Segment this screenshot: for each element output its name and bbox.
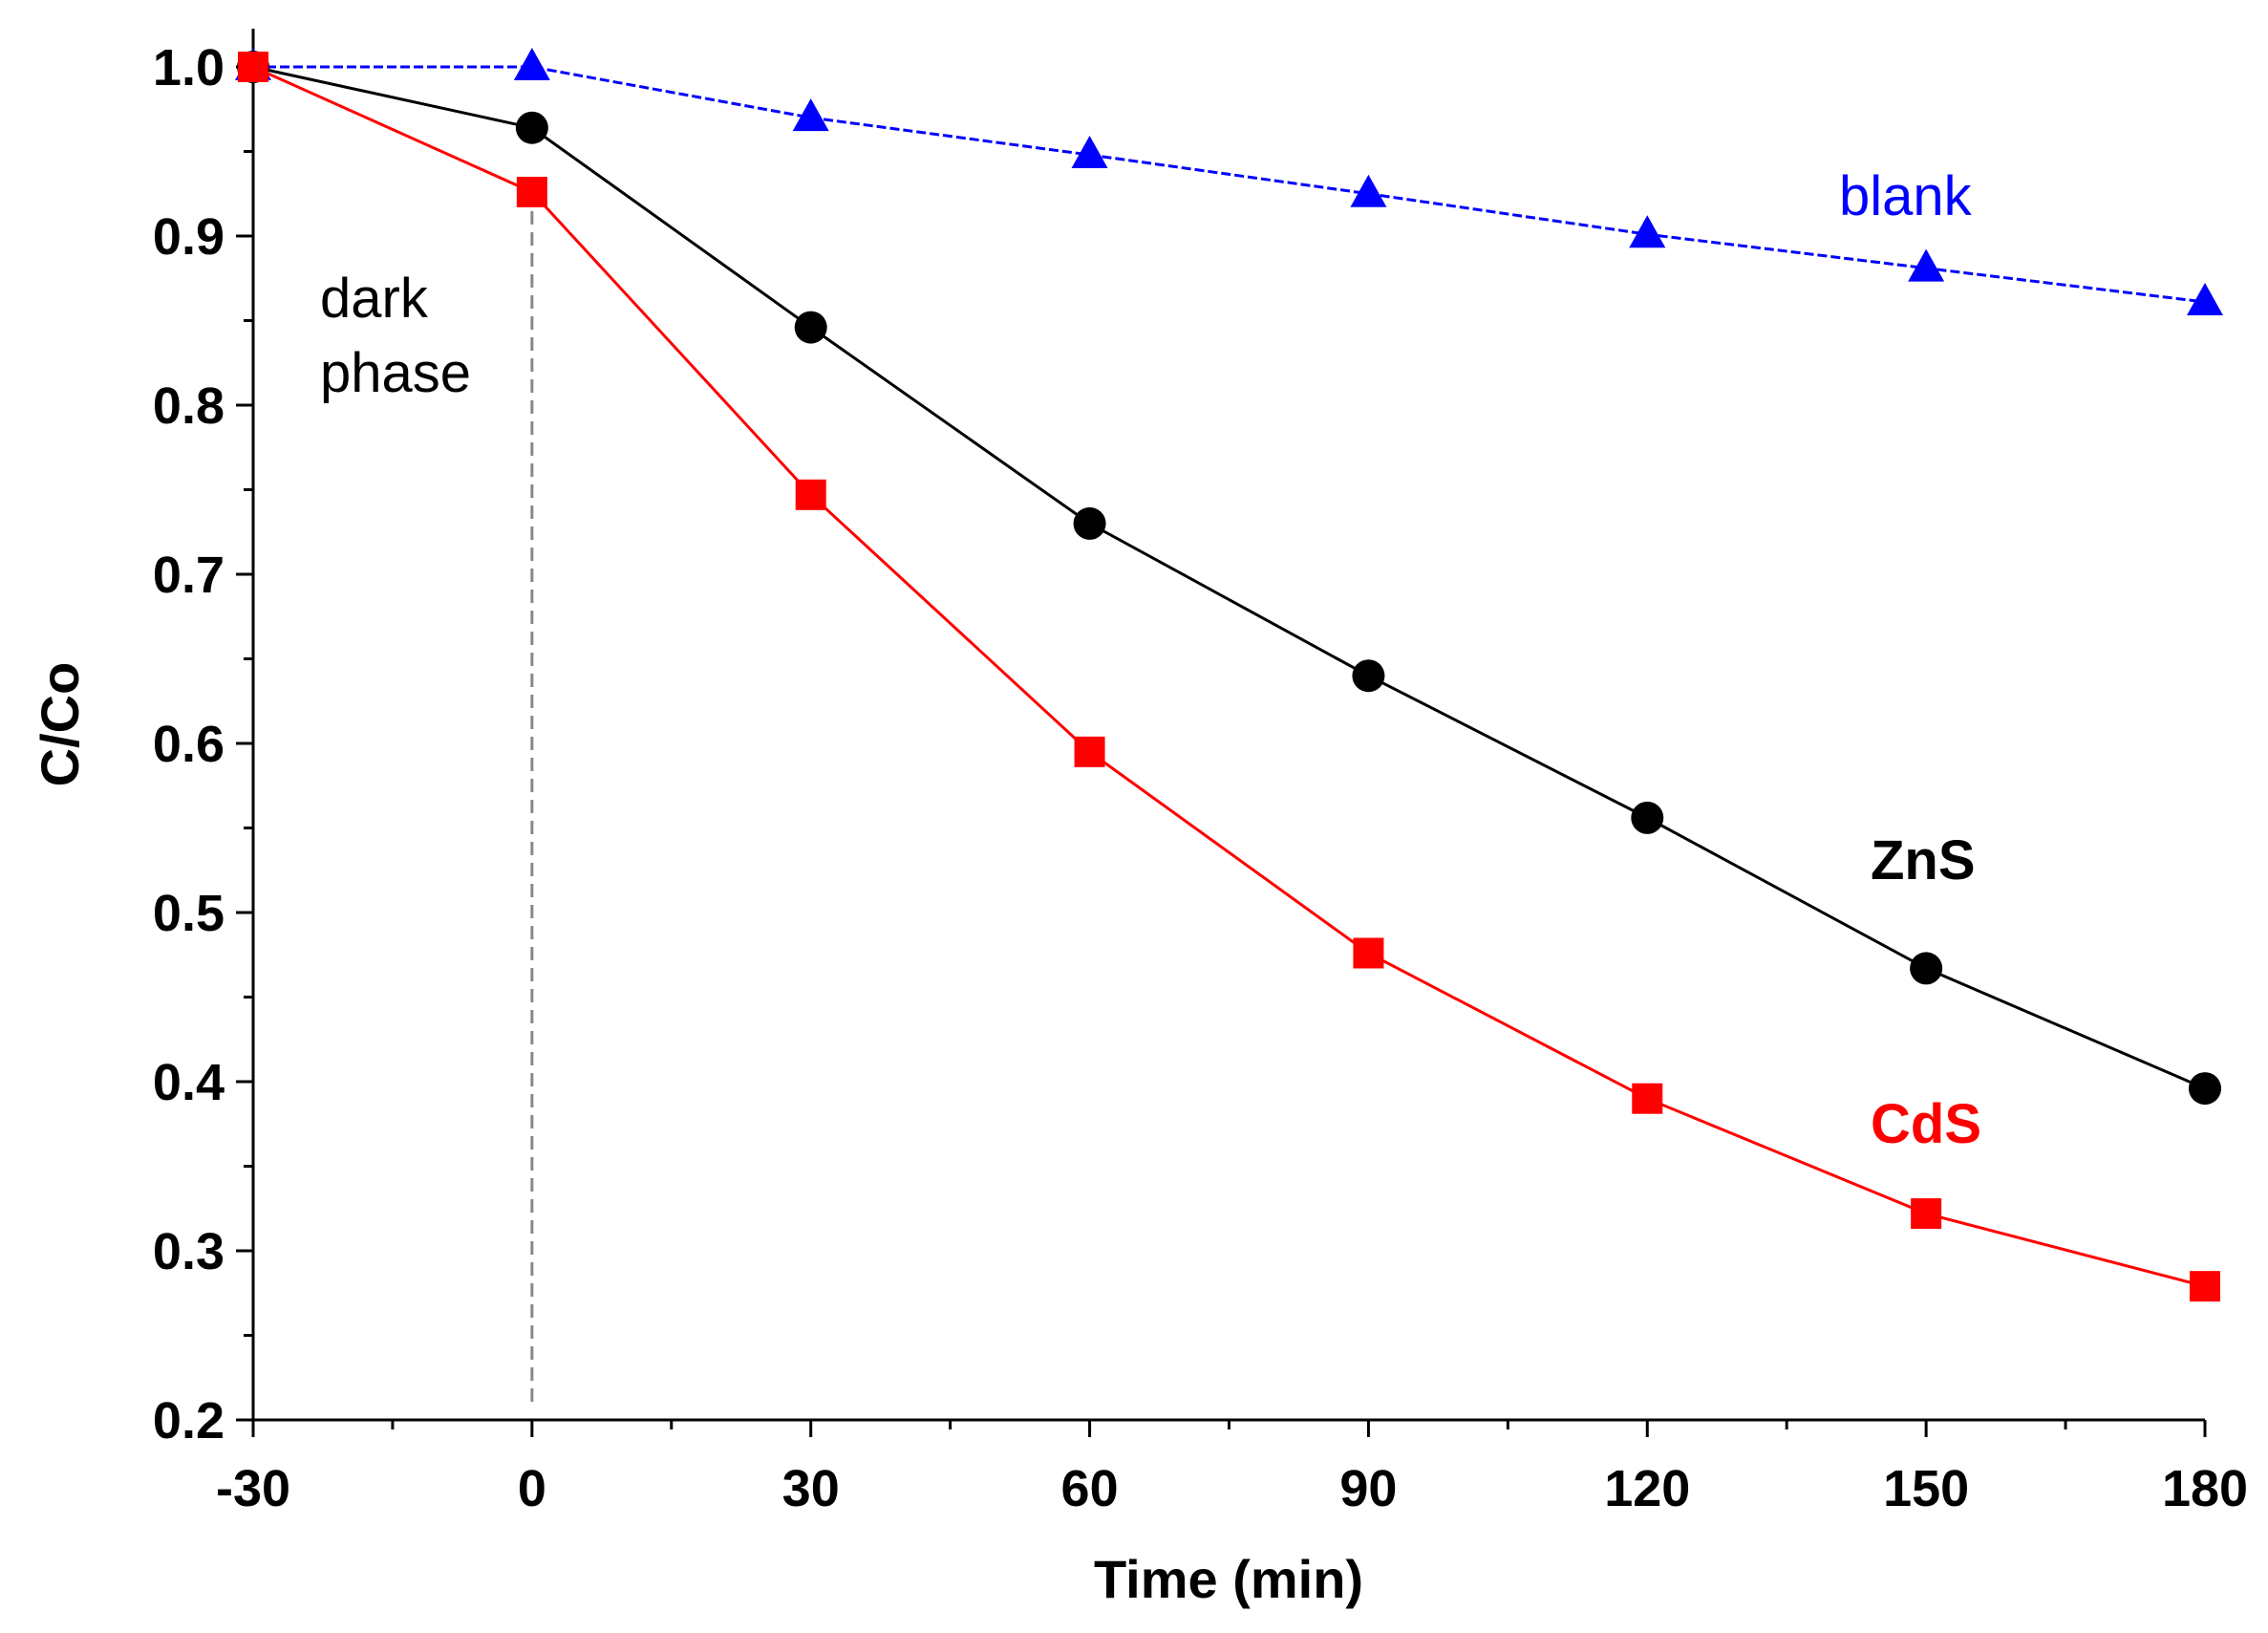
data-point-blank [513,48,550,80]
data-point-blank [2187,283,2223,316]
data-point-zns [1631,801,1664,834]
series-line-cds [252,65,2206,1288]
data-point-zns [794,311,827,344]
data-point-zns [1073,506,1106,540]
data-point-blank [792,98,829,132]
series-lines [252,65,2206,1288]
y-tick-label: 0.8 [153,377,225,435]
x-tick-label: 60 [1061,1460,1119,1517]
dark-phase-label-line2: phase [320,342,471,404]
zns-series-label: ZnS [1871,829,1976,892]
y-tick-label: 0.9 [153,208,225,266]
series-markers [235,48,2223,1302]
blank-series-label: blank [1839,165,1973,227]
tick-labels: -30 0 30 60 90 120 150 180 0.2 0.3 0.4 0.5 0.6 0.7 0.8… [153,39,2248,1517]
y-tick-label: 0.3 [153,1223,225,1280]
data-point-zns [515,111,548,144]
dark-phase-label-line1: dark [320,268,429,330]
data-point-zns [1910,952,1943,985]
x-tick-label: 0 [518,1460,546,1517]
y-tick-label: 0.7 [153,547,225,604]
data-point-zns [1352,659,1385,693]
data-point-cds [1632,1083,1663,1114]
y-axis-title: C/Co [30,662,90,787]
x-tick-label: 120 [1604,1460,1690,1517]
data-point-cds [795,479,826,510]
ticks [236,65,2207,1437]
data-point-cds [1911,1198,1942,1230]
x-tick-label: 180 [2162,1460,2248,1517]
x-tick-label: 90 [1339,1460,1397,1517]
y-tick-label: 0.2 [153,1392,225,1450]
x-axis-title: Time (min) [1094,1549,1363,1609]
data-point-blank [1629,215,1666,248]
data-point-zns [2189,1072,2221,1106]
data-point-blank [1350,174,1387,207]
data-point-cds [2190,1271,2220,1302]
x-tick-label: -30 [216,1460,290,1517]
y-tick-label: 0.5 [153,885,225,942]
data-point-cds [1353,937,1384,969]
y-tick-label: 0.6 [153,716,225,773]
series-line-zns [252,65,2206,1090]
y-tick-label: 0.4 [153,1054,225,1111]
x-tick-label: 150 [1883,1460,1969,1517]
data-point-cds [1074,736,1105,767]
data-point-cds [516,176,547,207]
data-point-blank [1071,136,1108,169]
series-line-blank [253,65,2206,304]
cds-series-label: CdS [1871,1093,1981,1155]
x-tick-label: 30 [782,1460,840,1517]
data-point-cds [238,52,268,82]
y-tick-label: 1.0 [153,39,225,97]
data-point-blank [1908,248,1945,282]
